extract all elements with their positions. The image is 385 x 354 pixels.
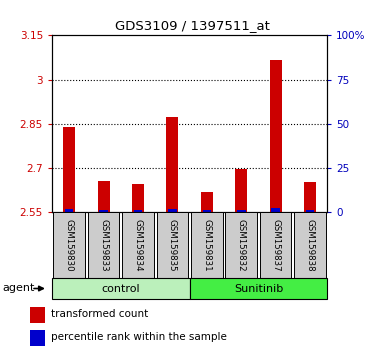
FancyBboxPatch shape	[157, 212, 188, 278]
FancyBboxPatch shape	[54, 212, 85, 278]
Text: GSM159831: GSM159831	[202, 219, 211, 272]
Bar	[30, 307, 45, 323]
Bar	[30, 330, 45, 346]
Text: transformed count: transformed count	[51, 309, 148, 319]
Bar	[132, 184, 144, 212]
Text: GSM159833: GSM159833	[99, 219, 108, 272]
Bar	[201, 192, 213, 212]
FancyBboxPatch shape	[225, 212, 257, 278]
Text: percentile rank within the sample: percentile rank within the sample	[51, 332, 227, 342]
Bar	[134, 210, 142, 212]
Bar	[99, 210, 108, 212]
Text: GSM159838: GSM159838	[306, 219, 315, 272]
Bar	[237, 210, 246, 212]
Text: GDS3109 / 1397511_at: GDS3109 / 1397511_at	[115, 19, 270, 33]
Bar	[306, 210, 314, 212]
Bar	[168, 209, 177, 212]
Bar	[97, 181, 110, 212]
Text: Sunitinib: Sunitinib	[234, 284, 283, 293]
Bar	[271, 208, 280, 212]
Bar	[166, 116, 178, 212]
FancyBboxPatch shape	[294, 212, 326, 278]
FancyBboxPatch shape	[52, 278, 189, 299]
FancyBboxPatch shape	[189, 278, 327, 299]
Text: GSM159830: GSM159830	[65, 219, 74, 272]
Bar	[63, 127, 75, 212]
Bar	[235, 169, 247, 212]
Bar	[203, 210, 211, 212]
Bar	[65, 209, 74, 212]
Text: GSM159837: GSM159837	[271, 219, 280, 272]
FancyBboxPatch shape	[260, 212, 291, 278]
Bar	[270, 61, 282, 212]
Text: control: control	[102, 284, 140, 293]
Text: GSM159832: GSM159832	[237, 219, 246, 272]
FancyBboxPatch shape	[122, 212, 154, 278]
FancyBboxPatch shape	[191, 212, 223, 278]
Bar	[304, 182, 316, 212]
Text: GSM159835: GSM159835	[168, 219, 177, 272]
FancyBboxPatch shape	[88, 212, 119, 278]
Text: GSM159834: GSM159834	[134, 219, 142, 272]
Text: agent: agent	[3, 283, 35, 293]
